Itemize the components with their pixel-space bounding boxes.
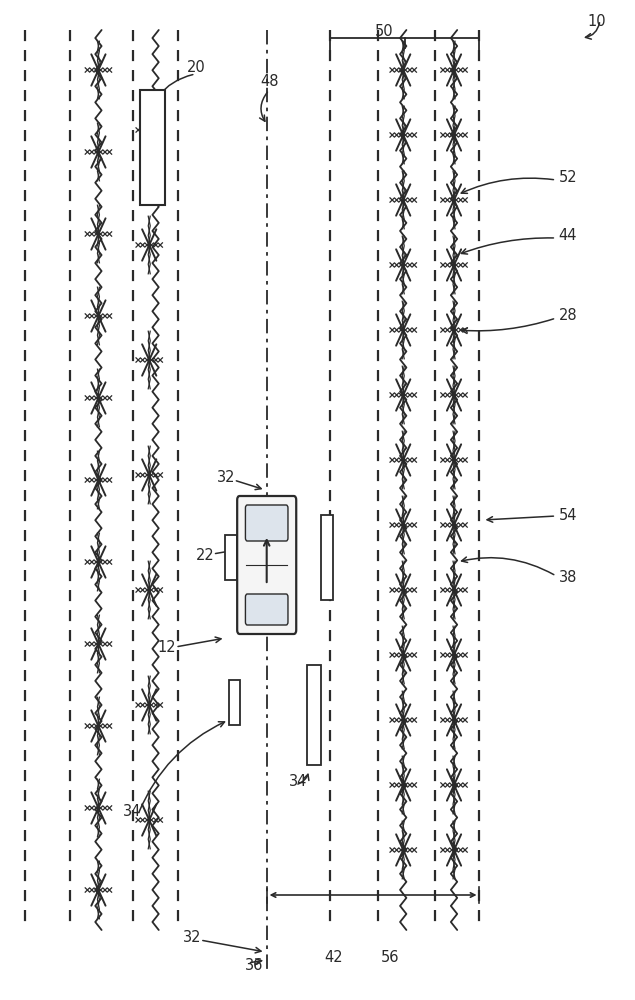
Text: 34: 34 (289, 774, 307, 790)
Text: 50: 50 (375, 24, 394, 39)
Text: 44: 44 (559, 228, 577, 242)
FancyBboxPatch shape (245, 505, 288, 541)
Text: 38: 38 (559, 570, 577, 585)
Text: 22: 22 (196, 548, 215, 562)
Bar (307, 665, 321, 765)
Text: 52: 52 (559, 170, 577, 186)
Text: 10: 10 (587, 14, 606, 29)
Text: 32: 32 (217, 471, 236, 486)
Bar (225, 535, 237, 580)
Text: 42: 42 (324, 950, 342, 964)
Text: 34: 34 (123, 804, 141, 820)
Bar (321, 515, 333, 600)
Text: 32: 32 (183, 930, 201, 946)
Text: 36: 36 (244, 958, 263, 972)
Text: 56: 56 (381, 950, 399, 964)
Text: 54: 54 (559, 508, 577, 522)
Bar (229, 680, 240, 725)
Text: 48: 48 (260, 75, 279, 90)
Text: 28: 28 (559, 308, 577, 322)
Text: 20: 20 (187, 60, 206, 76)
FancyBboxPatch shape (245, 594, 288, 625)
Text: 12: 12 (157, 641, 176, 656)
FancyBboxPatch shape (237, 496, 296, 634)
Bar (140, 90, 165, 205)
